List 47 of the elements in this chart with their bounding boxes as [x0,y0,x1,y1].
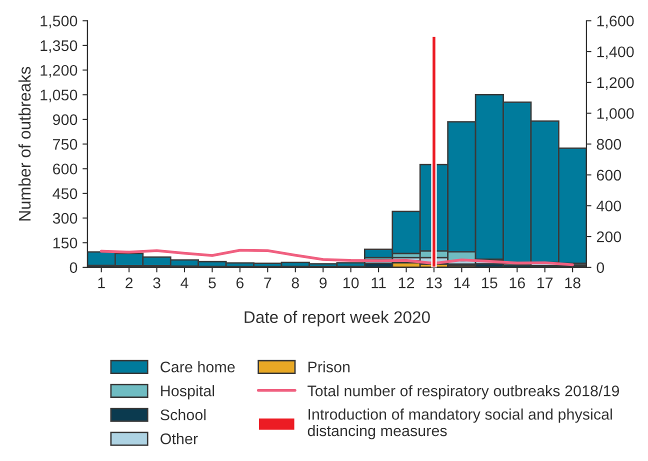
legend-label: Introduction of mandatory social and physical distancing measures [308,408,612,440]
legend-label: School [160,409,206,420]
y-tick-label: 150 [53,238,78,248]
x-tick-label: 12 [398,278,414,288]
y2-tick-label: 400 [596,200,622,212]
legend-label: Care home [160,361,235,372]
y-tick-label: 450 [52,188,78,200]
y2-tick-label: 1,200 [597,77,634,90]
y2-tick-label: 600 [596,170,622,181]
legend-label: Hospital [161,385,214,400]
x-tick-label: 2 [126,278,133,288]
y-tick-label: 600 [53,164,78,174]
x-tick-label: 7 [264,278,272,288]
x-tick-label: 13 [426,278,442,288]
y-tick-label: 1,050 [40,90,78,102]
y-tick-label: 1,350 [40,40,78,53]
y2-tick-label: 1,400 [597,46,634,60]
x-tick-label: 10 [343,278,359,288]
y2-tick-label: 1,000 [597,108,634,121]
legend-label: Total number of respiratory outbreaks 2018/19 [308,385,620,400]
x-tick-label: 8 [292,278,299,288]
y-tick-label: 750 [53,138,78,150]
y-axis-title: Number of outbreaks [18,66,31,221]
x-tick-label: 15 [482,278,498,288]
y-tick-label: 1,500 [40,16,78,28]
y-tick-label: 300 [52,212,78,224]
y-tick-label: 0 [70,262,78,274]
x-tick-label: 5 [208,278,216,288]
x-tick-label: 18 [565,278,580,288]
x-tick-label: 9 [320,278,327,288]
legend-label: Prison [308,361,350,372]
x-tick-label: 14 [454,278,470,288]
x-tick-label: 3 [153,278,160,288]
y2-tick-label: 800 [596,138,622,150]
x-tick-label: 11 [372,278,386,288]
y2-tick-label: 1,600 [597,16,634,28]
y-tick-label: 1,200 [40,64,78,78]
y-tick-label: 900 [52,114,78,126]
x-tick-label: 4 [180,278,188,288]
x-tick-label: 6 [236,278,244,288]
y2-tick-label: 0 [596,262,604,274]
legend-label: Other [160,433,198,444]
x-tick-label: 16 [510,278,525,288]
x-tick-label: 1 [98,278,105,288]
x-tick-label: 17 [538,278,553,288]
y2-tick-label: 200 [596,231,622,242]
x-axis-title: Date of report week 2020 [244,310,430,326]
